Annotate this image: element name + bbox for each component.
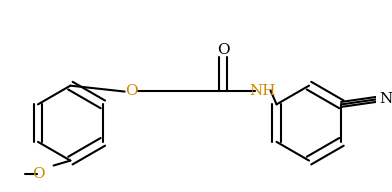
Text: N: N [379,93,392,106]
Text: O: O [32,167,45,181]
Text: NH: NH [249,84,276,98]
Text: O: O [217,43,230,57]
Text: O: O [125,84,138,98]
